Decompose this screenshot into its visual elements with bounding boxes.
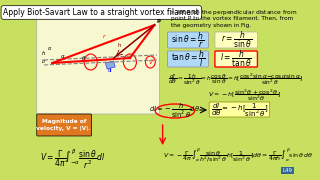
- Text: $dl = -\dfrac{h}{\sin^2\theta}d\theta$: $dl = -\dfrac{h}{\sin^2\theta}d\theta$: [149, 102, 200, 120]
- Text: $V = -\dfrac{\Gamma}{4\pi}\int_{\alpha}^{\beta}\dfrac{\sin\theta}{h^2/\sin^2\the: $V = -\dfrac{\Gamma}{4\pi}\int_{\alpha}^…: [163, 148, 313, 165]
- Text: Apply Biot-Savart Law to a straight vortex filament: Apply Biot-Savart Law to a straight vort…: [4, 8, 199, 17]
- FancyBboxPatch shape: [215, 32, 257, 48]
- Text: $\sin\theta = \dfrac{h}{r}$: $\sin\theta = \dfrac{h}{r}$: [172, 30, 204, 50]
- Text: $\alpha$: $\alpha$: [47, 45, 52, 52]
- Text: the geometry shown in Fig.: the geometry shown in Fig.: [171, 23, 251, 28]
- Text: Magnitude of
velocity, V = |V|.: Magnitude of velocity, V = |V|.: [36, 119, 91, 131]
- Text: $\succ$ let h be the perpendicular distance from: $\succ$ let h be the perpendicular dista…: [168, 8, 298, 17]
- Text: V: V: [149, 60, 152, 65]
- Text: $V = \dfrac{\Gamma}{4\pi}\int_{-\alpha}^{\beta}\dfrac{\sin\theta}{r^2}dl$: $V = \dfrac{\Gamma}{4\pi}\int_{-\alpha}^…: [40, 148, 105, 171]
- Text: $\tan\theta = \dfrac{h}{l}$: $\tan\theta = \dfrac{h}{l}$: [171, 49, 205, 69]
- Text: $\theta$: $\theta$: [81, 54, 86, 62]
- FancyBboxPatch shape: [167, 32, 208, 48]
- Text: $l = \dfrac{h}{\tan\theta}$: $l = \dfrac{h}{\tan\theta}$: [220, 49, 252, 69]
- Text: L49: L49: [283, 168, 292, 173]
- Text: $r = \dfrac{h}{\sin\theta}$: $r = \dfrac{h}{\sin\theta}$: [220, 30, 252, 50]
- FancyBboxPatch shape: [209, 102, 270, 117]
- Text: point P to the vortex filament. Then, from: point P to the vortex filament. Then, fr…: [171, 16, 293, 21]
- Text: h: h: [42, 51, 45, 56]
- FancyBboxPatch shape: [37, 114, 92, 136]
- FancyBboxPatch shape: [37, 17, 159, 114]
- Text: $\dfrac{dl}{d\theta} = -h[\dfrac{1}{\sin^2\theta}]$: $\dfrac{dl}{d\theta} = -h[\dfrac{1}{\sin…: [211, 101, 268, 119]
- Text: $V = -h[\dfrac{\sin^2\theta + \cos^2\theta}{\sin^2\theta}]$: $V = -h[\dfrac{\sin^2\theta + \cos^2\the…: [208, 88, 281, 104]
- Polygon shape: [105, 61, 115, 69]
- Text: $\dfrac{dl}{d\theta} = \dfrac{1h}{\sin^2\theta} = h\dfrac{\cos\theta}{\sin\theta: $\dfrac{dl}{d\theta} = \dfrac{1h}{\sin^2…: [168, 72, 304, 88]
- Text: r: r: [103, 34, 106, 39]
- FancyBboxPatch shape: [215, 51, 257, 67]
- Text: h: h: [118, 43, 121, 48]
- Text: P: P: [156, 19, 160, 24]
- FancyBboxPatch shape: [167, 51, 208, 67]
- Text: dl: dl: [108, 68, 112, 73]
- Text: $\alpha$: $\alpha$: [60, 53, 66, 60]
- Text: b: b: [42, 59, 45, 64]
